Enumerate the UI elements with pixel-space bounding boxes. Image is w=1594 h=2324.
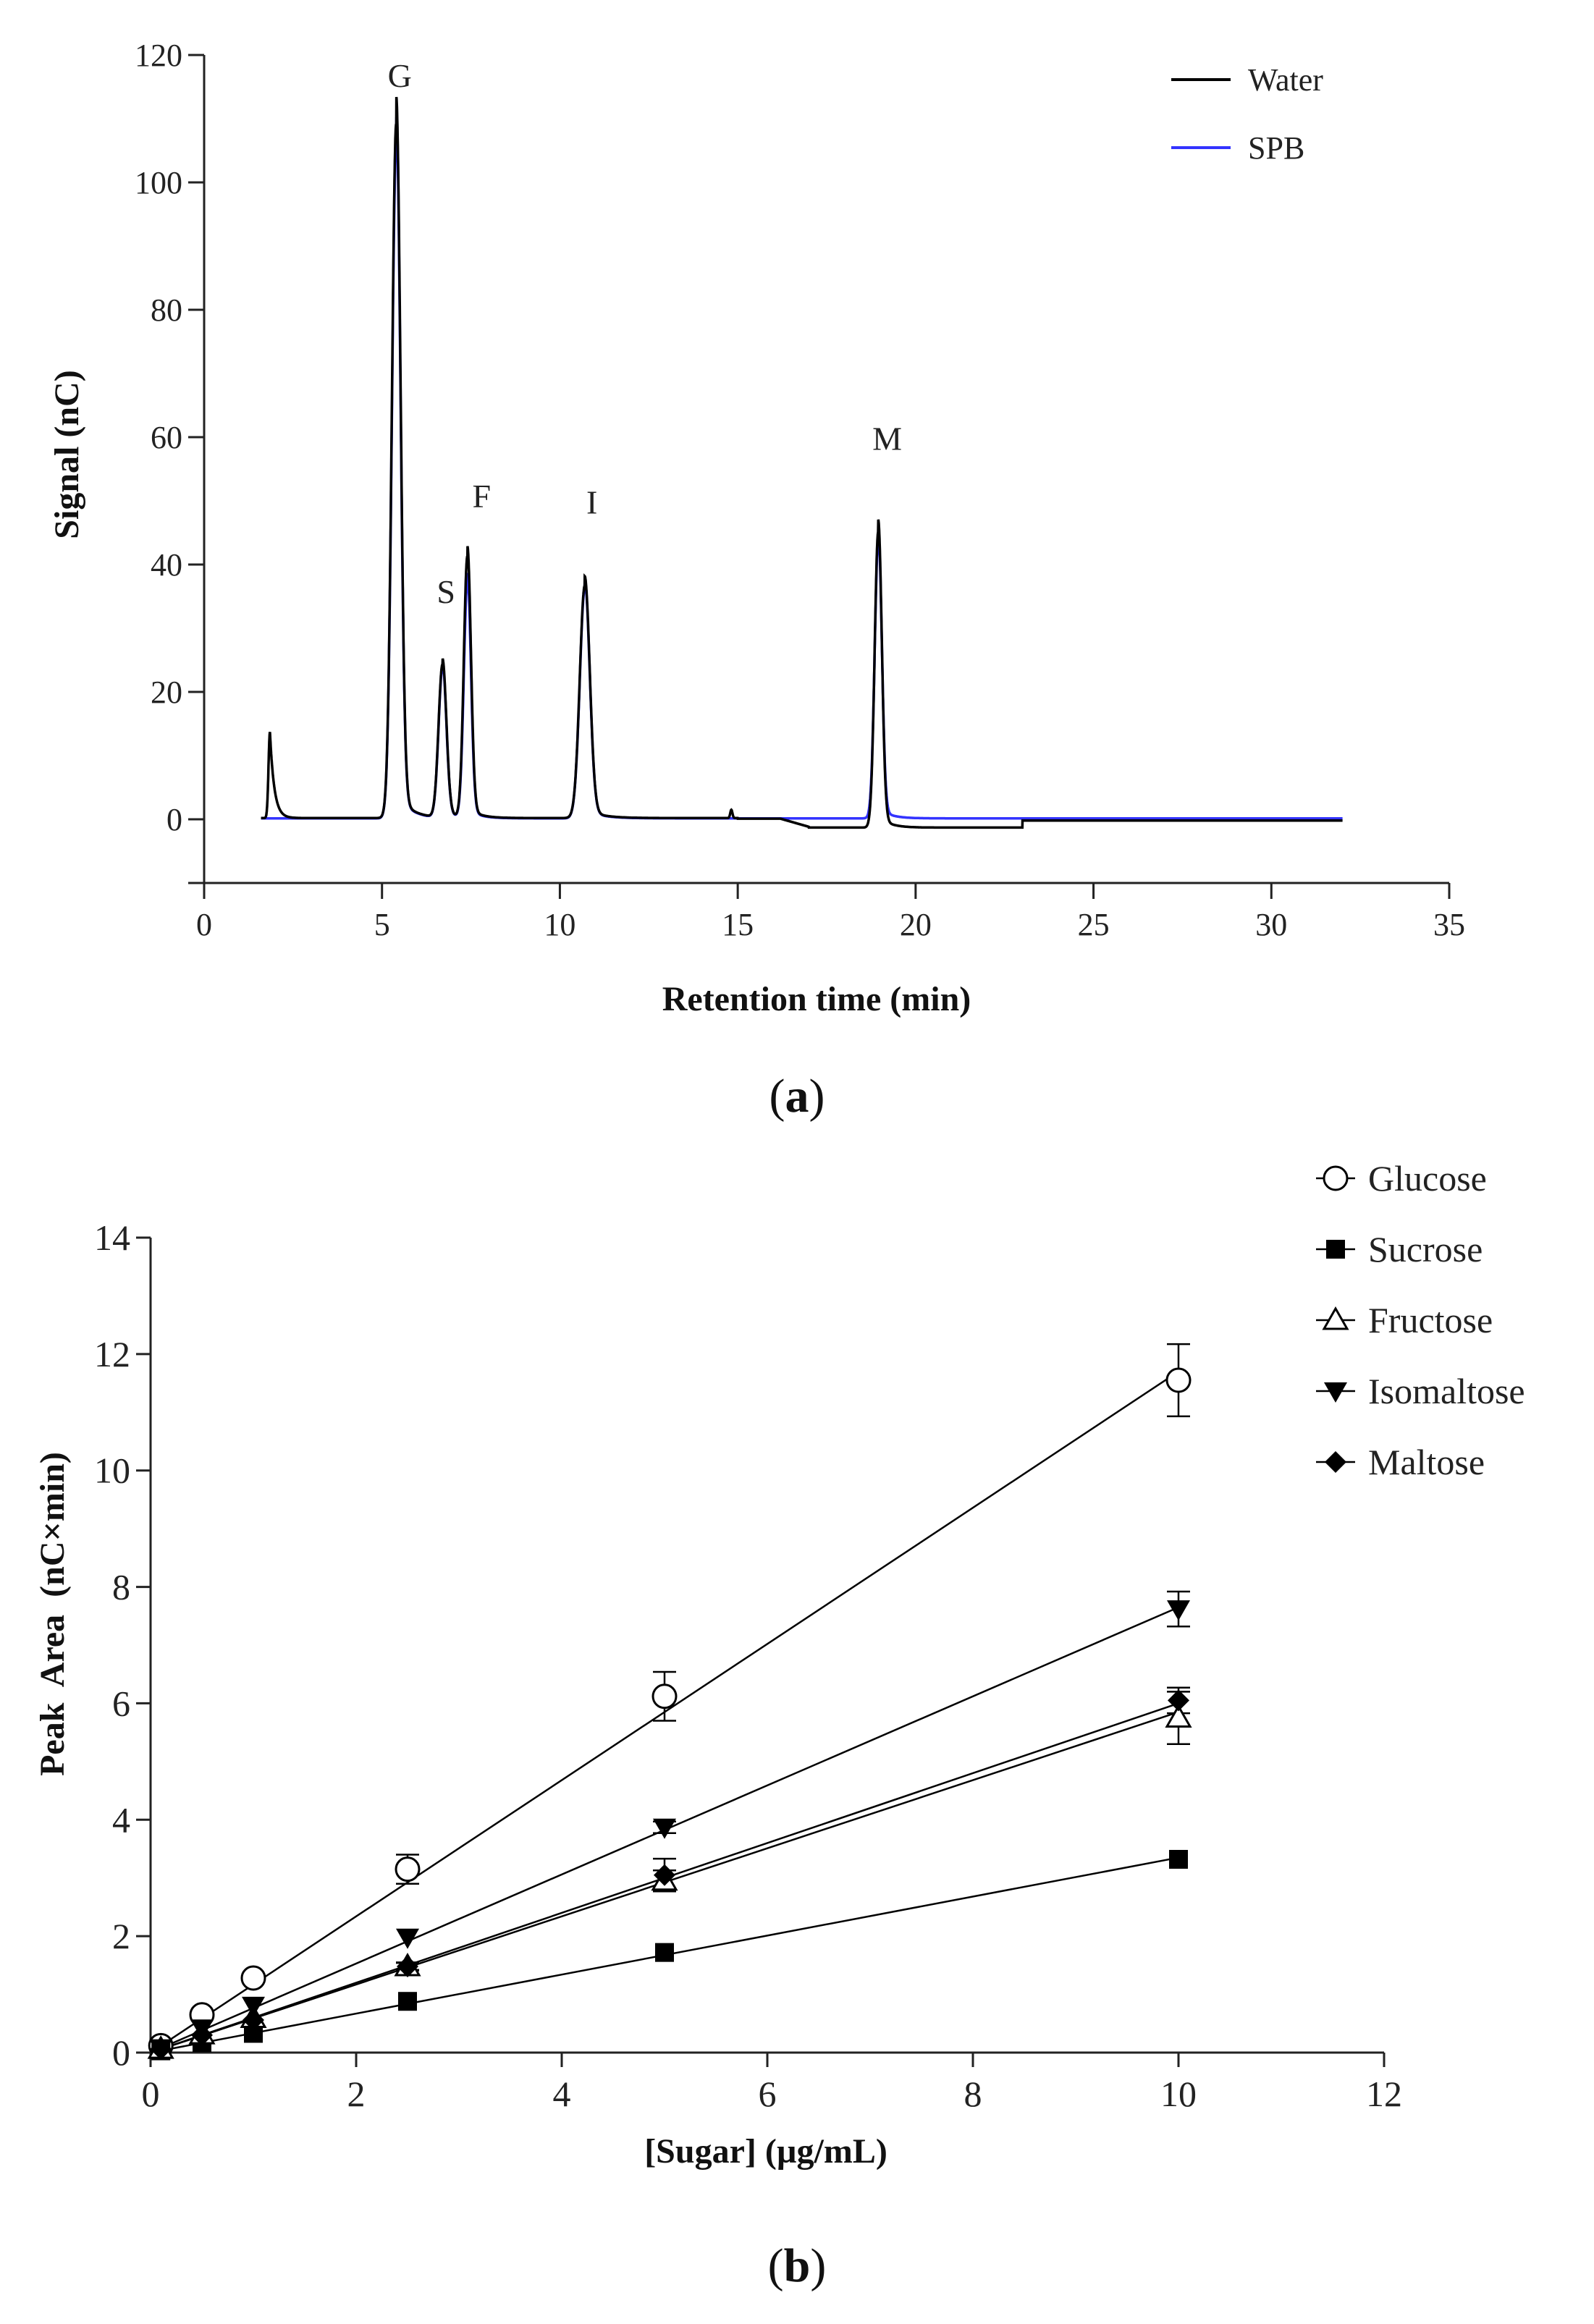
panel-b-point-isomaltose [396,1928,419,1949]
panel-b-y-tick-label: 10 [94,1450,130,1491]
panel-b-point-maltose [191,2024,213,2046]
panel-b-y-tick-label: 8 [112,1567,130,1607]
panel-a-y-tick-label: 0 [166,802,182,837]
panel-b-point-sucrose [655,1943,674,1962]
panel-a-y-tick-label: 120 [135,38,182,73]
panel-b-y-tick-label: 12 [94,1334,130,1374]
panel-b-legend-label-sucrose: Sucrose [1368,1229,1483,1269]
panel-a-legend: Water SPB [1171,62,1323,166]
panel-a-peak-label: I [586,484,597,521]
panel-a-y-axis-label: Signal (nC) [48,370,86,538]
panel-b-x-tick-label: 12 [1366,2074,1402,2114]
panel-b-y-tick-label: 6 [112,1683,130,1723]
panel-a-legend-label: SPB [1248,130,1304,166]
panel-a-y-tick-label: 20 [151,675,182,710]
panel-b-x-axis-label: [Sugar] (µg/mL) [644,2132,887,2171]
panel-a-ticks: 0 20 40 60 80 100 120 0 5 10 15 20 25 30 35 [135,38,1465,942]
panel-a-caption-letter: a [785,1070,809,1123]
panel-b-legend-marker-isomaltose [1324,1382,1347,1403]
panel-b-point-maltose [150,2038,172,2061]
panel-a-x-tick-label: 25 [1078,907,1110,942]
panel-a-x-tick-label: 5 [374,907,390,942]
panel-b-legend-label-glucose: Glucose [1368,1158,1487,1199]
panel-b-point-isomaltose [242,1996,265,2017]
panel-a-peak-labels: G S F I M [388,57,902,610]
panel-b-x-tick-label: 2 [347,2074,366,2114]
panel-b-x-tick-label: 6 [759,2074,777,2114]
panel-a-y-tick-label: 40 [151,547,182,583]
panel-b-x-tick-label: 0 [142,2074,160,2114]
panel-b-point-isomaltose [653,1818,676,1839]
panel-b-point-sucrose [1169,1849,1188,1869]
panel-b-point-glucose [395,1856,421,1883]
panel-a-x-axis-label: Retention time (min) [662,980,971,1018]
panel-b-x-tick-label: 8 [964,2074,982,2114]
panel-a-x-tick-label: 15 [722,907,754,942]
panel-a-caption: (a) [769,1070,825,1123]
chart-panel-b: 0 2 4 6 8 10 12 14 0 2 4 6 8 10 12 Glucose Sucrose Fruct… [33,1158,1525,2292]
panel-a-y-tick-label: 80 [151,292,182,328]
panel-a-series-water-line [261,96,1343,829]
panel-a-y-tick-label: 100 [135,165,182,200]
panel-b-legend-label-isomaltose: Isomaltose [1368,1371,1525,1411]
panel-a-peak-label: M [872,421,902,457]
panel-b-legend-marker-sucrose [1326,1240,1345,1259]
panel-a-peak-label: G [388,57,412,94]
panel-b-legend-label-fructose: Fructose [1368,1300,1493,1340]
panel-a-y-tick-label: 60 [151,420,182,455]
panel-a-legend-label: Water [1248,62,1323,98]
panel-b-legend-marker-maltose [1325,1451,1346,1473]
panel-a-traces [261,96,1343,829]
panel-b-legend: Glucose Sucrose Fructose Isomaltose Maltose [1316,1158,1525,1482]
panel-b-y-tick-label: 0 [112,2032,130,2073]
panel-b-point-fructose [1165,1704,1192,1728]
panel-b-y-tick-label: 2 [112,1916,130,1956]
panel-b-data-points [147,1367,1192,2061]
panel-b-y-tick-label: 14 [94,1217,130,1258]
panel-b-x-tick-label: 4 [553,2074,571,2114]
panel-b-ticks: 0 2 4 6 8 10 12 14 0 2 4 6 8 10 12 [94,1217,1402,2114]
panel-b-point-maltose [654,1864,675,1886]
panel-a-x-tick-label: 35 [1433,907,1465,942]
panel-b-legend-marker-fructose [1322,1306,1349,1330]
panel-b-caption: (b) [768,2239,827,2292]
panel-b-legend-label-maltose: Maltose [1368,1442,1485,1482]
panel-b-point-isomaltose [1167,1600,1190,1621]
chart-panel-a: 0 20 40 60 80 100 120 0 5 10 15 20 25 30 35 G S F I M Wate… [48,38,1465,1123]
panel-b-fit-line-glucose [160,1370,1179,2047]
panel-b-point-maltose [243,2008,264,2031]
panel-a-peak-label: F [473,478,492,515]
panel-b-point-sucrose [398,1992,417,2011]
panel-b-y-axis-label: Peak Area (nC×min) [33,1452,72,1776]
panel-b-point-maltose [397,1955,418,1977]
panel-a-x-tick-label: 10 [544,907,575,942]
panel-b-point-glucose [651,1683,678,1710]
panel-b-x-tick-label: 10 [1160,2074,1197,2114]
panel-a-x-tick-label: 0 [196,907,212,942]
panel-a-axes [203,55,1449,884]
panel-a-x-tick-label: 20 [900,907,932,942]
panel-b-point-glucose [1165,1367,1192,1393]
panel-a-peak-label: S [437,573,455,610]
panel-b-legend-marker-glucose [1323,1165,1349,1191]
panel-a-x-tick-label: 30 [1255,907,1287,942]
panel-b-point-glucose [240,1965,266,1991]
panel-b-point-maltose [1168,1689,1189,1712]
panel-b-caption-letter: b [784,2239,811,2292]
panel-b-y-tick-label: 4 [112,1799,130,1840]
